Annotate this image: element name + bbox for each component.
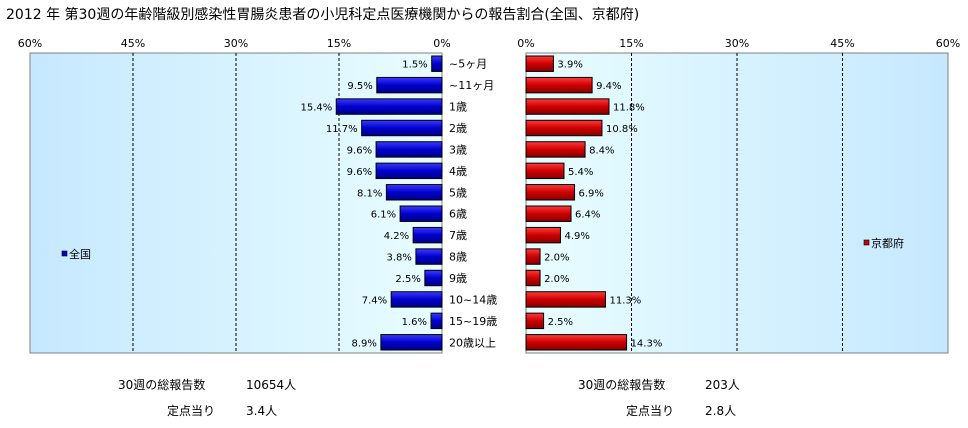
category-label: 8歳 <box>449 251 467 264</box>
data-label-kyoto: 14.3% <box>631 338 663 349</box>
data-label-national: 8.1% <box>357 188 382 199</box>
data-label-national: 4.2% <box>384 231 409 242</box>
data-label-national: 1.5% <box>402 60 427 71</box>
legend-swatch-national <box>61 250 68 257</box>
left-per-value: 3.4人 <box>246 404 277 418</box>
data-label-national: 6.1% <box>371 210 396 221</box>
data-label-national: 11.7% <box>326 124 358 135</box>
data-label-kyoto: 5.4% <box>568 167 593 178</box>
data-label-kyoto: 9.4% <box>596 81 621 92</box>
data-label-national: 7.4% <box>362 295 387 306</box>
right-tick-label: 15% <box>619 37 643 50</box>
bar-national <box>361 119 443 137</box>
bar-national <box>390 291 443 308</box>
bar-kyoto <box>525 162 565 180</box>
data-label-kyoto: 3.9% <box>557 60 582 71</box>
legend-label-national: 全国 <box>69 247 91 261</box>
data-label-kyoto: 6.9% <box>579 188 604 199</box>
bar-national <box>431 55 443 72</box>
data-label-kyoto: 11.3% <box>609 295 641 306</box>
data-label-kyoto: 2.5% <box>548 317 573 328</box>
right-total-label: 30週の総報告数 <box>578 377 665 392</box>
bar-national <box>430 312 443 330</box>
bar-kyoto <box>525 141 586 158</box>
data-label-national: 8.9% <box>351 338 376 349</box>
left-tick-label: 0% <box>433 37 450 50</box>
data-label-kyoto: 2.0% <box>544 253 569 264</box>
data-label-kyoto: 6.4% <box>575 210 600 221</box>
data-label-kyoto: 4.9% <box>564 231 589 242</box>
data-label-kyoto: 8.4% <box>589 145 614 156</box>
right-per-value: 2.8人 <box>705 404 736 418</box>
category-label: 1歳 <box>449 101 467 114</box>
category-label: 5歳 <box>449 186 467 199</box>
category-label: 7歳 <box>449 229 467 242</box>
bar-kyoto <box>525 334 628 351</box>
data-label-national: 9.5% <box>347 81 372 92</box>
data-label-national: 9.6% <box>347 167 372 178</box>
chart-footer: 30週の総報告数 10654人 定点当り 3.4人 30週の総報告数 203人 … <box>118 377 740 418</box>
category-label: ~5ヶ月 <box>449 58 487 71</box>
bar-national <box>335 98 443 115</box>
bar-national <box>424 269 443 287</box>
left-tick-label: 60% <box>18 37 42 50</box>
bar-national <box>399 205 443 222</box>
legend-label-kyoto: 京都府 <box>871 236 904 250</box>
data-label-national: 2.5% <box>395 274 420 285</box>
bar-national <box>375 141 443 158</box>
category-label: ~11ヶ月 <box>449 79 494 92</box>
left-tick-label: 15% <box>327 37 351 50</box>
bar-national <box>380 334 443 351</box>
category-label: 6歳 <box>449 208 467 221</box>
legend-swatch-kyoto <box>863 239 870 246</box>
right-total-value: 203人 <box>705 378 740 392</box>
category-label: 9歳 <box>449 272 467 285</box>
bar-national <box>375 162 443 180</box>
data-label-national: 1.6% <box>402 317 427 328</box>
data-label-national: 9.6% <box>347 145 372 156</box>
bar-national <box>376 76 443 94</box>
left-per-label: 定点当り <box>167 403 215 418</box>
bar-kyoto <box>525 291 606 308</box>
category-label: 20歳以上 <box>449 336 496 349</box>
bar-kyoto <box>525 205 572 222</box>
category-label: 2歳 <box>449 122 467 135</box>
category-label: 10~14歳 <box>449 293 497 306</box>
right-tick-label: 45% <box>830 37 854 50</box>
bar-national <box>385 184 443 201</box>
bar-national <box>415 248 443 265</box>
bar-kyoto <box>525 184 576 201</box>
bar-kyoto <box>525 312 545 330</box>
left-tick-label: 45% <box>121 37 145 50</box>
bar-kyoto <box>525 226 561 244</box>
right-per-label: 定点当り <box>626 403 674 418</box>
bar-national <box>412 226 443 244</box>
right-tick-label: 60% <box>936 37 960 50</box>
left-total-label: 30週の総報告数 <box>118 377 205 392</box>
left-tick-label: 30% <box>224 37 248 50</box>
right-tick-label: 30% <box>725 37 749 50</box>
data-label-kyoto: 11.8% <box>613 103 645 114</box>
bar-kyoto <box>525 98 610 115</box>
chart-title: 2012 年 第30週の年齢階級別感染性胃腸炎患者の小児科定点医療機関からの報告… <box>6 6 639 23</box>
category-label: 4歳 <box>449 165 467 178</box>
category-label: 15~19歳 <box>449 315 497 328</box>
bar-kyoto <box>525 76 593 94</box>
bar-kyoto <box>525 269 541 287</box>
data-label-national: 15.4% <box>300 103 332 114</box>
left-total-value: 10654人 <box>246 378 296 392</box>
right-tick-label: 0% <box>517 37 534 50</box>
data-label-national: 3.8% <box>387 253 412 264</box>
bar-kyoto <box>525 248 541 265</box>
data-label-kyoto: 2.0% <box>544 274 569 285</box>
bar-kyoto <box>525 55 554 72</box>
category-label: 3歳 <box>449 143 467 156</box>
bar-kyoto <box>525 119 603 137</box>
data-label-kyoto: 10.8% <box>606 124 638 135</box>
